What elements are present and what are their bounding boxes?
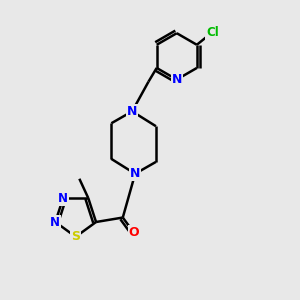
- Text: S: S: [71, 230, 80, 243]
- Text: Cl: Cl: [206, 26, 219, 39]
- Text: O: O: [129, 226, 140, 239]
- Text: N: N: [172, 73, 182, 86]
- Text: N: N: [50, 215, 60, 229]
- Text: N: N: [127, 105, 137, 118]
- Text: N: N: [130, 167, 140, 180]
- Text: N: N: [58, 192, 68, 205]
